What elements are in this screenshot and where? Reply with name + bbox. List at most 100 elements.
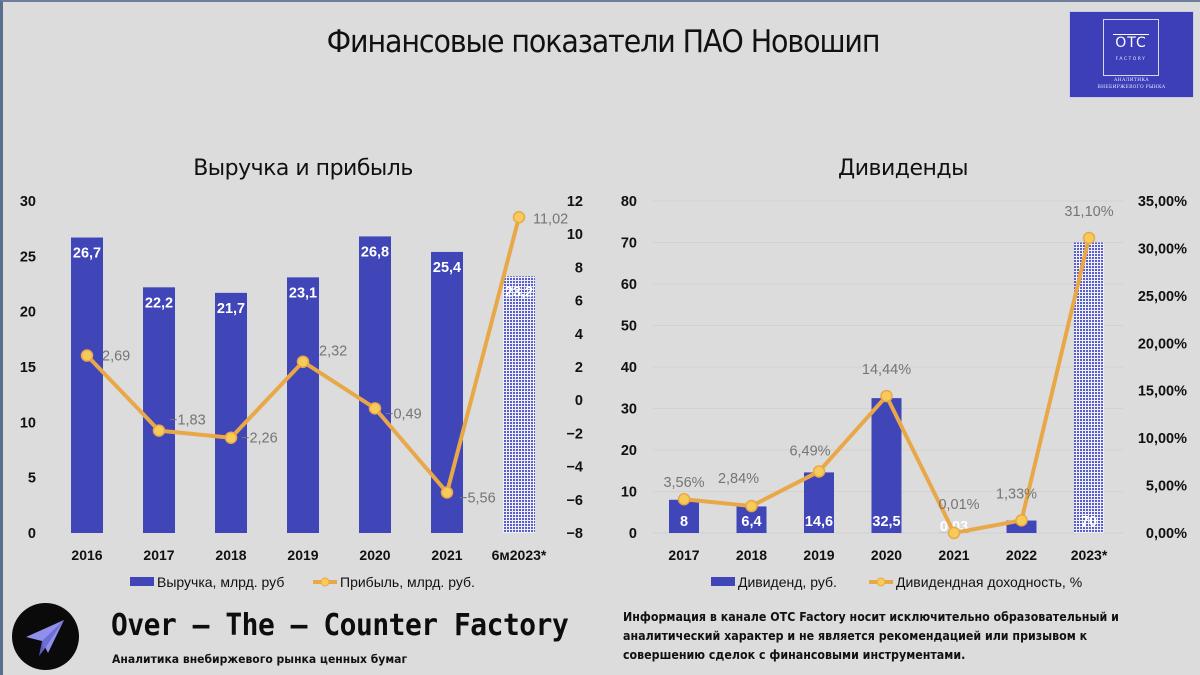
line-marker xyxy=(296,355,310,368)
bar-value-label: 26,7 xyxy=(73,246,101,262)
bar-value-label: 23,1 xyxy=(289,285,317,301)
line-value-label: 11,02 xyxy=(533,211,568,227)
y-right-tick: 4 xyxy=(575,327,583,343)
page-title: Финансовые показатели ПАО Новошип xyxy=(326,24,881,60)
line-marker xyxy=(512,211,526,224)
y-left-tick: 50 xyxy=(621,319,637,335)
telegram-logo xyxy=(12,603,79,670)
brand-subtitle: Аналитика внебиржевого рынка ценных бума… xyxy=(112,652,408,666)
line-marker xyxy=(440,486,454,499)
y-right-tick: −8 xyxy=(566,526,583,542)
y-left-tick: 5 xyxy=(28,471,36,487)
bar-value-label: 21,7 xyxy=(217,301,245,317)
y-left-tick: 10 xyxy=(20,415,36,431)
bar-value-label: 14,6 xyxy=(805,514,833,530)
line-value-label: 3,56% xyxy=(663,475,704,491)
line-marker xyxy=(880,389,893,403)
line-value-label: 0,01% xyxy=(938,497,979,513)
y-right-tick: 10 xyxy=(567,227,583,243)
line-marker xyxy=(812,465,826,478)
y-right-tick: −4 xyxy=(566,460,583,476)
legend-bar-swatch xyxy=(130,577,154,586)
x-category-label: 2018 xyxy=(736,547,767,563)
y-left-tick: 0 xyxy=(28,526,36,542)
line-value-label: −2,26 xyxy=(241,431,278,447)
line-value-label: 31,10% xyxy=(1064,204,1113,220)
y-right-tick: 35,00% xyxy=(1138,194,1187,210)
legend-line-label: Прибыль, млрд. руб. xyxy=(340,574,475,590)
x-category-label: 2017 xyxy=(143,547,174,563)
line-marker xyxy=(80,349,94,362)
line-value-label: 1,33% xyxy=(996,486,1037,502)
x-category-label: 2016 xyxy=(71,547,102,563)
x-category-label: 2022 xyxy=(1006,547,1037,563)
y-right-tick: 30,00% xyxy=(1138,241,1187,257)
y-right-tick: 5,00% xyxy=(1146,479,1187,495)
otc-factory-logo: OTC FACTORY АНАЛИТИКА ВНЕБИРЖЕВОГО РЫНКА xyxy=(1069,11,1194,98)
y-right-tick: 0,00% xyxy=(1146,526,1187,542)
x-category-label: 2019 xyxy=(287,547,318,563)
disclaimer-text: Информация в канале OTC Factory носит ис… xyxy=(623,610,1119,662)
line-marker xyxy=(677,492,691,506)
line-value-label: 2,69 xyxy=(102,349,130,365)
y-left-tick: 20 xyxy=(621,443,637,459)
y-left-tick: 15 xyxy=(20,360,36,376)
bar-value-label: 25,4 xyxy=(433,260,461,276)
bar-value-label: 8 xyxy=(680,514,688,530)
y-right-tick: 6 xyxy=(575,294,583,310)
y-right-tick: 8 xyxy=(575,260,583,276)
brand-title: Over – The – Counter Factory xyxy=(111,608,569,643)
x-category-label: 2023* xyxy=(1071,547,1108,563)
line-marker xyxy=(224,431,238,444)
line-value-label: 6,49% xyxy=(789,443,830,459)
x-category-label: 6м2023* xyxy=(492,547,547,563)
line-marker xyxy=(152,424,166,437)
bar xyxy=(143,287,175,533)
y-right-tick: 10,00% xyxy=(1138,431,1187,447)
dividends-chart-title: Дивиденды xyxy=(838,156,968,181)
revenue-profit-chart: 0 5 10 15 20 25 30 −8 −6 −4 −2 0 2 4 6 8 10 12 26,7 2016 22,… xyxy=(20,194,583,590)
bar-value-label: 6,4 xyxy=(741,514,761,530)
logo-subtitle-line1: АНАЛИТИКА xyxy=(1114,78,1149,83)
x-category-label: 2017 xyxy=(668,547,699,563)
y-left-tick: 30 xyxy=(20,194,36,210)
paper-plane-icon xyxy=(26,620,64,656)
legend-marker-icon xyxy=(876,577,886,587)
line-marker xyxy=(368,402,382,415)
x-category-label: 2020 xyxy=(871,547,902,563)
line-value-label: 2,84% xyxy=(718,471,759,487)
y-left-tick: 25 xyxy=(20,249,36,265)
logo-subtitle-line2: ВНЕБИРЖЕВОГО РЫНКА xyxy=(1097,85,1166,90)
line-marker xyxy=(947,526,961,540)
bar-value-label: 32,5 xyxy=(872,514,900,530)
line-value-label: 2,32 xyxy=(319,344,347,360)
y-right-tick: 15,00% xyxy=(1138,384,1187,400)
x-category-label: 2021 xyxy=(431,547,462,563)
legend-bar-label: Выручка, млрд. руб xyxy=(157,574,284,590)
bar-value-label: 23,2 xyxy=(505,284,533,300)
logo-mark: OTC xyxy=(1115,35,1147,51)
line-marker xyxy=(1082,231,1096,245)
y-right-tick: 20,00% xyxy=(1138,336,1187,352)
line-marker xyxy=(745,499,758,513)
dividends-chart: 0 10 20 30 40 50 60 70 80 0,00% 5,00% 10,00% 15,00% 2… xyxy=(621,194,1187,590)
y-right-tick: 0 xyxy=(575,393,583,409)
y-left-tick: 80 xyxy=(621,194,637,210)
y-right-tick: 25,00% xyxy=(1138,289,1187,305)
x-category-label: 2021 xyxy=(938,547,969,563)
bar xyxy=(287,277,319,533)
bar-value-label: 22,2 xyxy=(145,295,173,311)
logo-subtitle: АНАЛИТИКА ВНЕБИРЖЕВОГО РЫНКА xyxy=(1070,77,1193,91)
bar xyxy=(215,292,247,533)
y-left-tick: 10 xyxy=(621,485,637,501)
legend-line-label: Дивидендная доходность, % xyxy=(896,574,1082,590)
line-marker xyxy=(1015,514,1028,527)
bar xyxy=(1074,242,1104,533)
logo-word: FACTORY xyxy=(1115,57,1147,62)
y-left-tick: 60 xyxy=(621,277,637,293)
bar-value-label: 70 xyxy=(1081,514,1097,530)
y-left-tick: 70 xyxy=(621,236,637,252)
line-value-label: −0,49 xyxy=(385,406,422,422)
line-value-label: −5,56 xyxy=(459,490,496,506)
y-right-tick: −2 xyxy=(566,426,583,442)
